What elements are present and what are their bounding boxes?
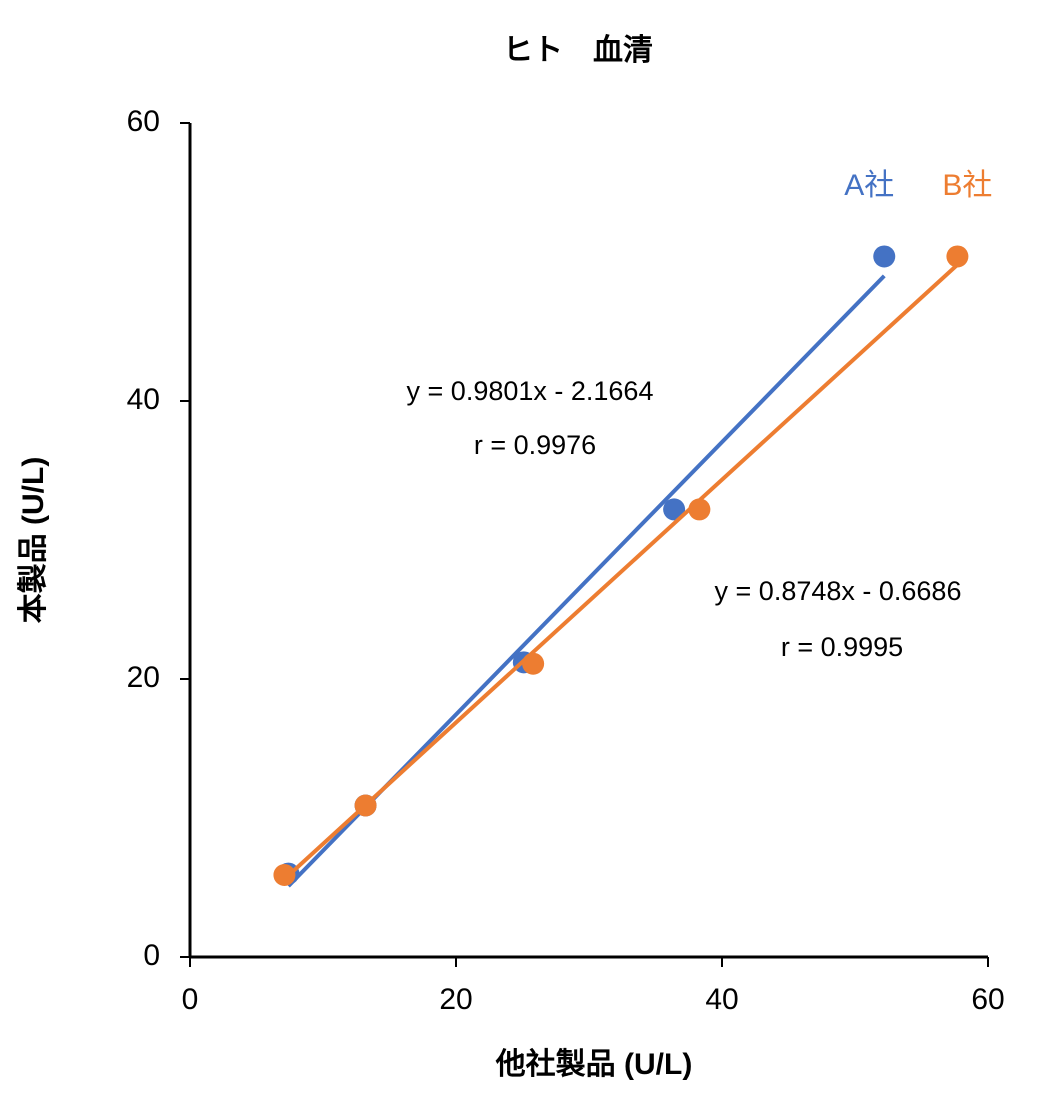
y-tick-label: 60: [127, 105, 160, 138]
point: [663, 498, 686, 521]
annotation: r = 0.9976: [474, 430, 596, 460]
chart-title: ヒト 血清: [503, 34, 653, 67]
annotation: y = 0.8748x - 0.6686: [715, 576, 962, 606]
x-tick-label: 20: [439, 983, 472, 1016]
series-label: B社: [942, 169, 992, 202]
annotation: y = 0.9801x - 2.1664: [407, 376, 654, 406]
point: [354, 794, 377, 817]
y-axis-label: 本製品 (U/L): [17, 457, 50, 624]
annotation: r = 0.9995: [781, 632, 903, 662]
trendline: [283, 263, 959, 881]
x-axis-label: 他社製品 (U/L): [495, 1048, 693, 1081]
series-label: A社: [844, 169, 894, 202]
point: [873, 245, 896, 268]
y-tick-label: 20: [127, 661, 160, 694]
point: [946, 245, 969, 268]
point: [273, 863, 296, 886]
y-tick-label: 0: [143, 939, 160, 972]
y-tick-label: 40: [127, 383, 160, 416]
x-tick-label: 60: [971, 983, 1004, 1016]
x-tick-label: 40: [705, 983, 738, 1016]
point: [522, 652, 545, 675]
point: [688, 498, 711, 521]
x-tick-label: 0: [182, 983, 199, 1016]
